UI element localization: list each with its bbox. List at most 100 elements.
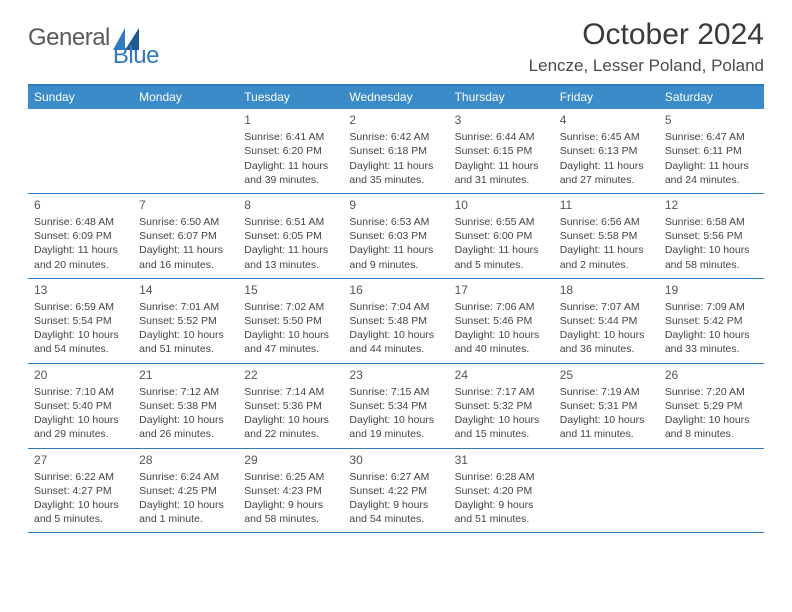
week-row: 6Sunrise: 6:48 AMSunset: 6:09 PMDaylight…: [28, 194, 764, 279]
day-detail-line: Daylight: 10 hours: [665, 413, 758, 427]
day-number: 23: [349, 367, 442, 383]
day-detail-line: Daylight: 11 hours: [560, 243, 653, 257]
day-number: 3: [455, 112, 548, 128]
day-detail-line: Sunrise: 7:01 AM: [139, 300, 232, 314]
day-number: 11: [560, 197, 653, 213]
day-detail-line: Sunset: 4:25 PM: [139, 484, 232, 498]
day-number: 6: [34, 197, 127, 213]
dow-label: Tuesday: [238, 86, 343, 109]
day-detail-line: Sunset: 5:54 PM: [34, 314, 127, 328]
day-cell: 23Sunrise: 7:15 AMSunset: 5:34 PMDayligh…: [343, 364, 448, 448]
day-detail-line: Sunset: 5:56 PM: [665, 229, 758, 243]
day-number: 7: [139, 197, 232, 213]
day-detail-line: Daylight: 10 hours: [560, 328, 653, 342]
day-cell: 21Sunrise: 7:12 AMSunset: 5:38 PMDayligh…: [133, 364, 238, 448]
day-cell: 15Sunrise: 7:02 AMSunset: 5:50 PMDayligh…: [238, 279, 343, 363]
day-detail-line: Daylight: 9 hours: [349, 498, 442, 512]
day-number: 29: [244, 452, 337, 468]
day-detail-line: and 8 minutes.: [665, 427, 758, 441]
day-detail-line: and 20 minutes.: [34, 258, 127, 272]
day-detail-line: Sunrise: 6:44 AM: [455, 130, 548, 144]
day-number: 19: [665, 282, 758, 298]
day-detail-line: Sunset: 5:34 PM: [349, 399, 442, 413]
day-cell: 26Sunrise: 7:20 AMSunset: 5:29 PMDayligh…: [659, 364, 764, 448]
day-detail-line: Sunrise: 6:55 AM: [455, 215, 548, 229]
day-detail-line: and 51 minutes.: [139, 342, 232, 356]
day-detail-line: Sunrise: 7:02 AM: [244, 300, 337, 314]
day-number: 31: [455, 452, 548, 468]
day-detail-line: and 1 minute.: [139, 512, 232, 526]
day-detail-line: and 27 minutes.: [560, 173, 653, 187]
day-detail-line: Sunrise: 7:20 AM: [665, 385, 758, 399]
day-cell: 14Sunrise: 7:01 AMSunset: 5:52 PMDayligh…: [133, 279, 238, 363]
day-detail-line: Daylight: 10 hours: [455, 328, 548, 342]
day-number: 1: [244, 112, 337, 128]
day-detail-line: Daylight: 10 hours: [244, 328, 337, 342]
day-cell: 25Sunrise: 7:19 AMSunset: 5:31 PMDayligh…: [554, 364, 659, 448]
calendar-page: General Blue October 2024 Lencze, Lesser…: [0, 0, 792, 551]
day-number: 17: [455, 282, 548, 298]
day-detail-line: Sunrise: 6:48 AM: [34, 215, 127, 229]
brand-logo: General Blue: [28, 24, 185, 52]
day-detail-line: and 15 minutes.: [455, 427, 548, 441]
day-number: 22: [244, 367, 337, 383]
day-detail-line: Daylight: 11 hours: [349, 159, 442, 173]
day-detail-line: Sunset: 5:31 PM: [560, 399, 653, 413]
day-detail-line: Sunset: 5:52 PM: [139, 314, 232, 328]
day-detail-line: Sunset: 4:20 PM: [455, 484, 548, 498]
day-detail-line: Daylight: 11 hours: [665, 159, 758, 173]
day-detail-line: and 51 minutes.: [455, 512, 548, 526]
day-cell: [133, 109, 238, 193]
day-cell: 17Sunrise: 7:06 AMSunset: 5:46 PMDayligh…: [449, 279, 554, 363]
day-detail-line: Daylight: 11 hours: [560, 159, 653, 173]
dow-label: Thursday: [449, 86, 554, 109]
day-detail-line: Sunrise: 6:51 AM: [244, 215, 337, 229]
day-detail-line: and 19 minutes.: [349, 427, 442, 441]
day-detail-line: Sunset: 5:40 PM: [34, 399, 127, 413]
day-detail-line: Sunset: 6:13 PM: [560, 144, 653, 158]
day-number: 30: [349, 452, 442, 468]
day-detail-line: Daylight: 10 hours: [665, 243, 758, 257]
day-detail-line: Sunrise: 6:27 AM: [349, 470, 442, 484]
day-number: 14: [139, 282, 232, 298]
day-detail-line: Sunrise: 6:56 AM: [560, 215, 653, 229]
day-detail-line: Daylight: 11 hours: [34, 243, 127, 257]
week-row: 1Sunrise: 6:41 AMSunset: 6:20 PMDaylight…: [28, 109, 764, 194]
day-cell: 20Sunrise: 7:10 AMSunset: 5:40 PMDayligh…: [28, 364, 133, 448]
day-detail-line: and 33 minutes.: [665, 342, 758, 356]
week-row: 20Sunrise: 7:10 AMSunset: 5:40 PMDayligh…: [28, 364, 764, 449]
day-detail-line: Sunset: 5:36 PM: [244, 399, 337, 413]
day-detail-line: and 9 minutes.: [349, 258, 442, 272]
day-detail-line: Sunrise: 7:14 AM: [244, 385, 337, 399]
week-row: 27Sunrise: 6:22 AMSunset: 4:27 PMDayligh…: [28, 449, 764, 534]
day-detail-line: Daylight: 11 hours: [349, 243, 442, 257]
day-detail-line: Daylight: 10 hours: [139, 498, 232, 512]
day-detail-line: Sunset: 4:27 PM: [34, 484, 127, 498]
day-cell: 28Sunrise: 6:24 AMSunset: 4:25 PMDayligh…: [133, 449, 238, 533]
day-cell: 29Sunrise: 6:25 AMSunset: 4:23 PMDayligh…: [238, 449, 343, 533]
day-detail-line: Sunset: 5:42 PM: [665, 314, 758, 328]
day-cell: 2Sunrise: 6:42 AMSunset: 6:18 PMDaylight…: [343, 109, 448, 193]
day-cell: 11Sunrise: 6:56 AMSunset: 5:58 PMDayligh…: [554, 194, 659, 278]
day-detail-line: and 58 minutes.: [244, 512, 337, 526]
day-detail-line: and 44 minutes.: [349, 342, 442, 356]
day-cell: 6Sunrise: 6:48 AMSunset: 6:09 PMDaylight…: [28, 194, 133, 278]
day-number: 4: [560, 112, 653, 128]
day-detail-line: Sunrise: 6:25 AM: [244, 470, 337, 484]
day-detail-line: and 5 minutes.: [34, 512, 127, 526]
day-detail-line: Daylight: 10 hours: [34, 413, 127, 427]
day-detail-line: Sunrise: 6:53 AM: [349, 215, 442, 229]
day-detail-line: Sunrise: 7:06 AM: [455, 300, 548, 314]
day-detail-line: Sunset: 6:15 PM: [455, 144, 548, 158]
day-detail-line: Daylight: 10 hours: [349, 413, 442, 427]
day-detail-line: Sunset: 6:18 PM: [349, 144, 442, 158]
day-detail-line: Sunset: 5:38 PM: [139, 399, 232, 413]
day-detail-line: Sunrise: 6:59 AM: [34, 300, 127, 314]
day-detail-line: Daylight: 10 hours: [34, 328, 127, 342]
day-detail-line: and 58 minutes.: [665, 258, 758, 272]
day-detail-line: Daylight: 9 hours: [244, 498, 337, 512]
day-detail-line: Daylight: 9 hours: [455, 498, 548, 512]
day-number: 24: [455, 367, 548, 383]
day-detail-line: Sunset: 6:00 PM: [455, 229, 548, 243]
day-detail-line: Daylight: 10 hours: [139, 413, 232, 427]
